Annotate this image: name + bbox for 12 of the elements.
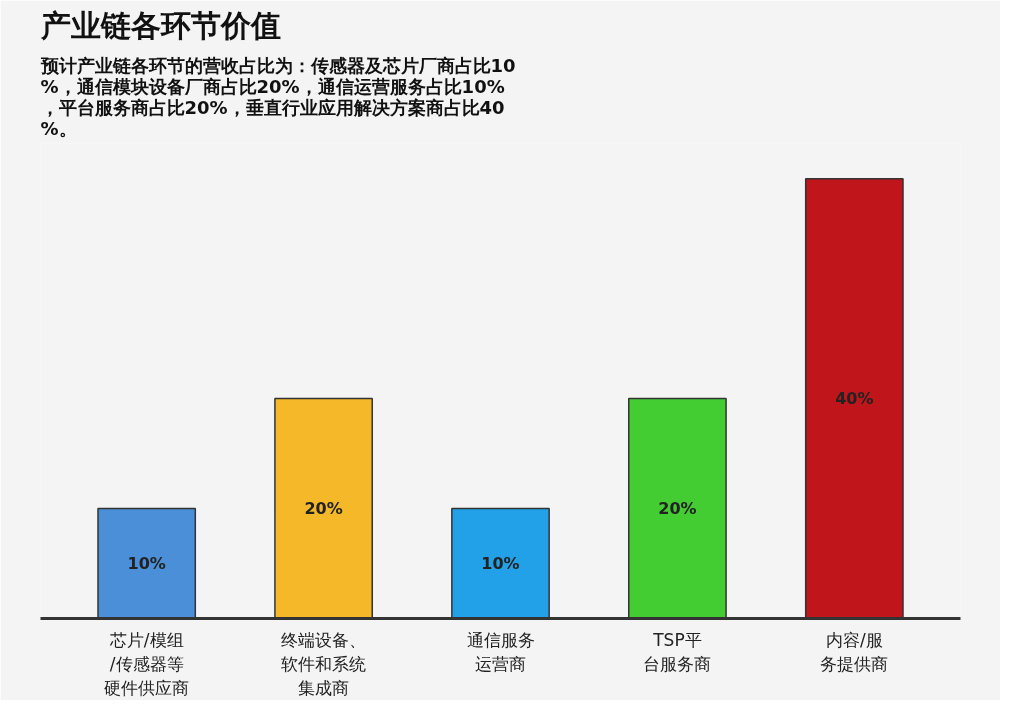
x-tick-label: 芯片/模组/传感器等硬件供应商 bbox=[104, 629, 190, 698]
x-tick-label: 终端设备、软件和系统集成商 bbox=[281, 629, 367, 698]
data-label: 40% bbox=[835, 389, 874, 409]
data-label: 10% bbox=[481, 554, 520, 574]
data-label: 20% bbox=[304, 499, 343, 519]
x-tick-label: 内容/服务提供商 bbox=[820, 629, 889, 674]
x-tick-label: 通信服务运营商 bbox=[466, 629, 535, 674]
x-tick-label: TSP平台服务商 bbox=[643, 629, 712, 674]
data-label: 10% bbox=[127, 554, 166, 574]
data-label: 20% bbox=[658, 499, 697, 519]
chart-subtitle: 预计产业链各环节的营收占比为：传感器及芯片厂商占比10%，通信模块设备厂商占比20%，通信运营服务占比10%，平台服务商占比20%，垂直行业应用解决方案商占比40%。 bbox=[39, 54, 516, 139]
chart-title: 产业链各环节价值 bbox=[39, 7, 281, 43]
